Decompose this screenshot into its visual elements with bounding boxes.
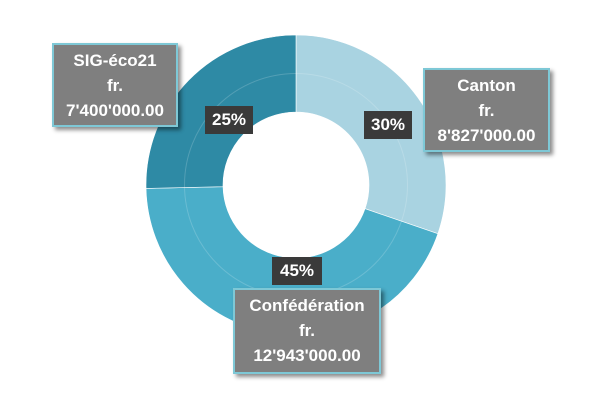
callout-canton-currency: fr. — [478, 101, 495, 120]
callout-confederation: Confédération fr. 12'943'000.00 — [233, 288, 381, 374]
callout-confederation-currency: fr. — [298, 321, 316, 340]
callout-canton: Canton fr. 8'827'000.00 — [423, 68, 550, 152]
callout-canton-name: Canton — [457, 76, 516, 95]
percent-label-sig-eco21: 25% — [205, 106, 253, 134]
callout-confederation-amount: 12'943'000.00 — [253, 346, 361, 365]
callout-canton-amount: 8'827'000.00 — [437, 126, 536, 145]
percent-label-confederation: 45% — [272, 257, 322, 285]
percent-label-canton: 30% — [364, 111, 412, 139]
callout-confederation-name: Confédération — [249, 296, 365, 315]
callout-sig-eco21-name: SIG-éco21 — [73, 51, 157, 70]
callout-sig-eco21-amount: 7'400'000.00 — [66, 101, 164, 120]
callout-sig-eco21: SIG-éco21 fr. 7'400'000.00 — [52, 43, 178, 127]
callout-sig-eco21-currency: fr. — [106, 76, 124, 95]
